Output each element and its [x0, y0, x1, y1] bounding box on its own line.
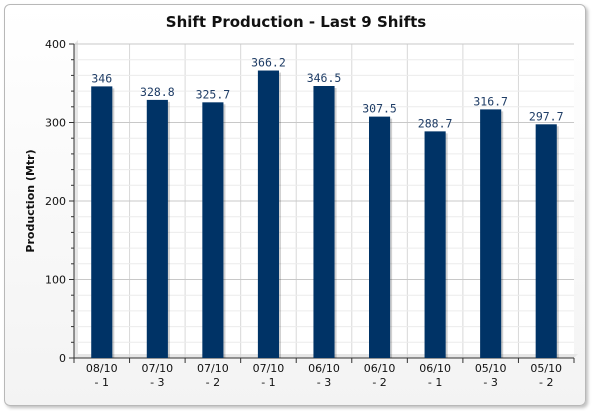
plot-side-wall — [74, 40, 78, 358]
bar-value-label: 297.7 — [529, 109, 564, 123]
bar — [535, 124, 557, 358]
bar — [369, 116, 391, 358]
bar-value-label: 346 — [91, 71, 112, 85]
y-tick-label: 0 — [59, 352, 66, 365]
bar — [257, 70, 279, 359]
y-axis-label: Production (Mtr) — [24, 149, 37, 252]
x-tick-label: - 3 — [483, 376, 497, 389]
bar — [91, 86, 113, 358]
x-tick-label: 06/10 — [308, 362, 340, 375]
bar — [202, 102, 224, 358]
bar-value-label: 366.2 — [251, 56, 286, 70]
x-tick-label: 07/10 — [253, 362, 285, 375]
bar-value-label: 307.5 — [362, 102, 397, 116]
x-tick-label: 06/10 — [364, 362, 396, 375]
x-tick-label: - 1 — [428, 376, 442, 389]
y-tick-label: 300 — [45, 117, 66, 130]
x-tick-label: - 2 — [206, 376, 220, 389]
x-tick-label: - 1 — [95, 376, 109, 389]
y-tick-label: 100 — [45, 274, 66, 287]
bar-value-label: 325.7 — [196, 87, 231, 101]
chart-title: Shift Production - Last 9 Shifts — [166, 13, 426, 31]
x-tick-label: - 2 — [539, 376, 553, 389]
bar — [424, 131, 446, 358]
x-tick-label: 08/10 — [86, 362, 118, 375]
x-tick-label: - 2 — [372, 376, 386, 389]
x-tick-label: 07/10 — [197, 362, 229, 375]
y-tick-label: 200 — [45, 195, 66, 208]
x-tick-label: - 1 — [261, 376, 275, 389]
bar-value-label: 328.8 — [140, 85, 175, 99]
bar — [480, 109, 502, 358]
x-tick-label: 05/10 — [475, 362, 507, 375]
bar — [313, 85, 335, 358]
x-tick-label: - 3 — [317, 376, 331, 389]
bar-value-label: 316.7 — [473, 94, 508, 108]
bar-value-label: 346.5 — [307, 71, 342, 85]
x-tick-label: 07/10 — [141, 362, 173, 375]
y-tick-label: 400 — [45, 38, 66, 51]
bar-value-label: 288.7 — [418, 116, 453, 130]
x-tick-label: 05/10 — [530, 362, 562, 375]
bar — [146, 99, 168, 358]
x-tick-label: - 3 — [150, 376, 164, 389]
x-tick-label: 06/10 — [419, 362, 451, 375]
